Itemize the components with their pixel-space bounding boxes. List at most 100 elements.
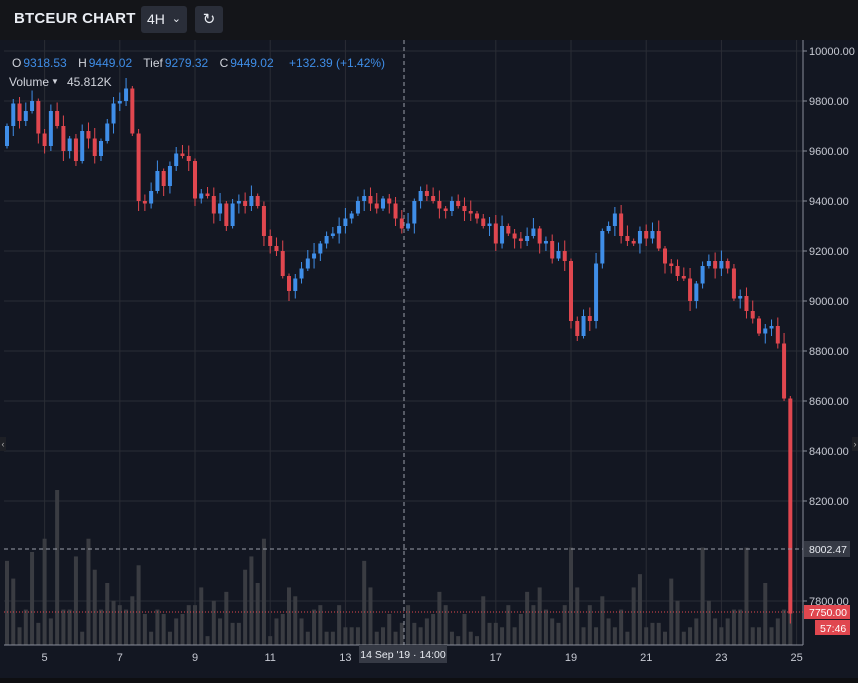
volume-bar [512, 627, 517, 645]
volume-bar [312, 609, 317, 645]
candle-body [500, 226, 505, 244]
candle-body [399, 218, 404, 229]
volume-bar [86, 538, 91, 645]
candle-body [180, 153, 185, 156]
candle-body [211, 196, 216, 214]
volume-bar [731, 609, 736, 645]
candle-body [775, 326, 780, 344]
candle-body [61, 126, 66, 151]
x-tick-label: 19 [565, 652, 577, 664]
candle-body [193, 161, 197, 199]
candle-body [355, 201, 360, 214]
volume-bar [700, 547, 705, 645]
candle-body [161, 171, 166, 186]
candle-body [205, 193, 210, 196]
volume-bar [619, 609, 624, 645]
volume-bar [637, 574, 642, 645]
volume-bar [462, 614, 467, 645]
volume-bar [719, 627, 724, 645]
volume-bar [67, 609, 72, 645]
volume-bar [606, 618, 611, 645]
price-chart[interactable]: 10000.00 9800.00 9600.00 9400.00 9200.00 9000… [0, 40, 858, 678]
reset-chart-button[interactable]: ↻ [195, 6, 223, 33]
candle-body [48, 111, 53, 146]
candle-body [99, 141, 103, 156]
candle-body [725, 261, 730, 269]
volume-bar [506, 605, 511, 645]
candle-body [656, 231, 661, 249]
volume-bar [80, 631, 85, 645]
candle-body [688, 278, 693, 301]
y-tick-label: 9800.00 [809, 96, 849, 108]
candle-body [744, 296, 749, 311]
candle-body [124, 88, 129, 101]
candle-body [368, 196, 373, 204]
volume-bar [287, 587, 291, 645]
volume-bar [750, 627, 755, 645]
volume-bar [324, 631, 329, 645]
volume-bar [587, 605, 592, 645]
volume-bar [481, 596, 486, 645]
candle-body [117, 101, 122, 104]
volume-bar [763, 583, 768, 645]
interval-dropdown[interactable]: 4H ⌄ [141, 6, 187, 33]
volume-bar [180, 614, 185, 645]
y-tick-label: 9600.00 [809, 146, 849, 158]
volume-bar [23, 609, 28, 645]
volume-bar [130, 596, 135, 645]
volume-bar [343, 627, 348, 645]
volume-bar [61, 609, 66, 645]
volume-bar [449, 631, 454, 645]
volume-bar [305, 631, 310, 645]
volume-bar [418, 627, 423, 645]
candle-body [136, 133, 141, 201]
volume-bar [193, 605, 197, 645]
chart-area[interactable]: 10000.00 9800.00 9600.00 9400.00 9200.00 9000… [0, 40, 858, 678]
x-tick-label: 13 [339, 652, 351, 664]
volume-bar [174, 618, 179, 645]
volume-bar [274, 618, 279, 645]
volume-bar [186, 605, 191, 645]
volume-bar [550, 618, 555, 645]
volume-bar [293, 596, 298, 645]
candle-body [575, 321, 580, 336]
volume-bar [48, 618, 53, 645]
volume-bar [594, 627, 599, 645]
chevron-left-icon[interactable]: ‹ [0, 437, 6, 451]
candle-body [42, 133, 47, 146]
candle-body [587, 316, 592, 321]
volume-bar [349, 627, 354, 645]
candle-body [625, 236, 630, 241]
volume-bar [456, 636, 461, 645]
candle-body [287, 276, 291, 291]
candle-body [67, 138, 72, 151]
x-tick-label: 7 [117, 652, 123, 664]
candle-body [111, 103, 116, 124]
volume-bar [725, 618, 730, 645]
x-tick-label: 23 [715, 652, 727, 664]
volume-bar [600, 596, 605, 645]
volume-bar [518, 614, 523, 645]
candle-body [475, 213, 479, 219]
candle-body [80, 131, 85, 161]
candle-body [750, 311, 755, 319]
candle-body [199, 193, 204, 199]
candle-body [550, 241, 555, 259]
volume-legend[interactable]: Volume ▼ 45.812K [9, 75, 112, 89]
candle-body [387, 198, 392, 204]
crosshair-price-label: 8002.47 [809, 544, 847, 556]
volume-bar [612, 627, 617, 645]
volume-bar [387, 614, 392, 645]
close-label: C [219, 56, 229, 70]
chevron-right-icon[interactable]: › [852, 437, 858, 451]
interval-label: 4H [147, 11, 165, 27]
candle-body [556, 251, 561, 259]
candle-body [86, 131, 91, 139]
volume-bar [569, 547, 573, 645]
candle-body [374, 203, 379, 209]
volume-bar [543, 609, 548, 645]
candle-body [5, 126, 9, 146]
candle-body [36, 101, 41, 134]
volume-bar [236, 622, 241, 645]
volume-bar [381, 627, 385, 645]
